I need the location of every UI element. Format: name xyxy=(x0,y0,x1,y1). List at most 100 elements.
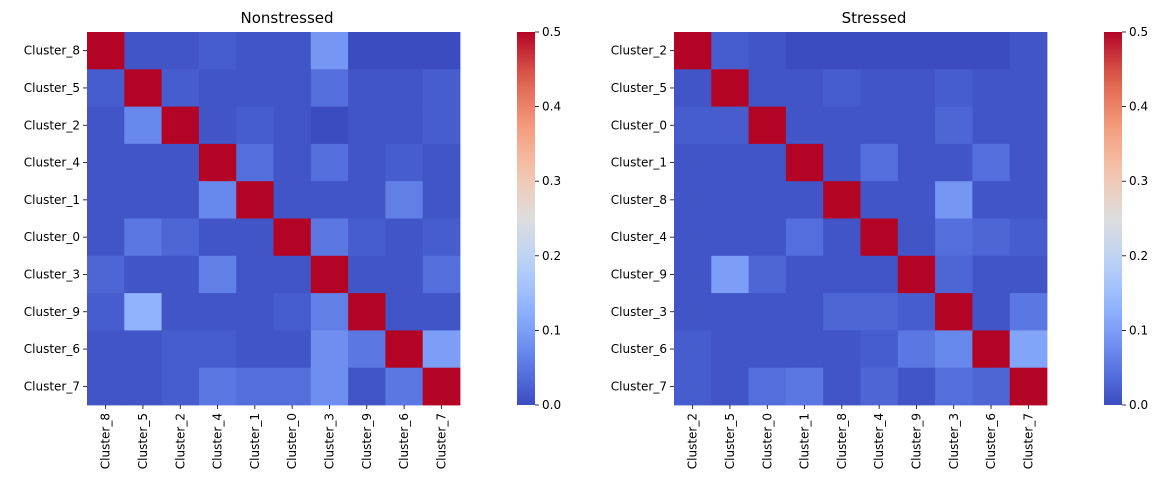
heatmap-cell xyxy=(785,367,824,406)
heatmap-cell xyxy=(972,218,1011,257)
heatmap-cell xyxy=(310,32,349,70)
heatmap-cell xyxy=(161,106,200,145)
heatmap-cell xyxy=(124,32,162,70)
heatmap-cell xyxy=(860,69,899,107)
y-tick-label: Cluster_3 xyxy=(611,305,667,319)
x-tick-label: Cluster_5 xyxy=(136,413,150,469)
colorbar-tick-label: 0.3 xyxy=(1129,174,1148,188)
y-tick-label: Cluster_7 xyxy=(611,379,667,393)
heatmap-cell xyxy=(348,69,386,107)
heatmap-cell xyxy=(897,32,936,70)
heatmap-cell xyxy=(860,330,899,369)
heatmap-cell xyxy=(273,330,312,369)
heatmap-cell xyxy=(1009,143,1048,182)
x-tick-label: Cluster_9 xyxy=(360,413,374,469)
heatmap-cell xyxy=(310,69,349,107)
heatmap-cell xyxy=(348,293,386,331)
heatmap-cell xyxy=(161,32,200,70)
colorbar-tick-label: 0.5 xyxy=(542,25,561,39)
heatmap-cell xyxy=(422,32,461,70)
y-tick-label: Cluster_8 xyxy=(24,44,80,58)
heatmap-cell xyxy=(748,106,787,145)
heatmap-cell xyxy=(236,367,274,406)
heatmap-cell xyxy=(897,293,936,331)
heatmap-cell xyxy=(711,69,749,107)
heatmap-cell xyxy=(785,218,824,257)
heatmap-cell xyxy=(422,367,461,406)
x-tick-label: Cluster_7 xyxy=(434,413,448,469)
y-tick-label: Cluster_3 xyxy=(24,267,80,281)
x-tick-label: Cluster_2 xyxy=(686,413,700,469)
x-tick-label: Cluster_8 xyxy=(99,413,113,469)
heatmap-cell xyxy=(972,367,1011,406)
y-tick-label: Cluster_9 xyxy=(24,305,80,319)
heatmap-cell xyxy=(785,181,824,219)
heatmap-cell xyxy=(236,69,274,107)
heatmap-cell xyxy=(124,330,162,369)
heatmap-cell xyxy=(87,69,125,107)
heatmap-cell xyxy=(198,218,237,257)
heatmap-cell xyxy=(1009,330,1048,369)
heatmap-cell xyxy=(897,218,936,257)
heatmap-cell xyxy=(674,181,712,219)
colorbar-tick-label: 0.4 xyxy=(542,100,561,114)
heatmap-cell xyxy=(972,69,1011,107)
heatmap-cell xyxy=(674,69,712,107)
heatmap-cell xyxy=(385,181,424,219)
y-tick-label: Cluster_2 xyxy=(24,118,80,132)
heatmap-cell xyxy=(860,32,899,70)
x-tick-label: Cluster_0 xyxy=(285,413,299,469)
heatmap-cell xyxy=(310,293,349,331)
heatmap-cell xyxy=(935,218,973,257)
heatmap-cell xyxy=(161,293,200,331)
heatmap-cell xyxy=(1009,218,1048,257)
heatmap-cell xyxy=(860,255,899,294)
heatmap-panel-stressed: Stressed Cluster_2 Cluster_5 Cluster_0 Clus… xyxy=(611,9,1148,469)
heatmap-cell xyxy=(385,367,424,406)
heatmap-cell xyxy=(385,69,424,107)
heatmap-cell xyxy=(674,106,712,145)
x-tick-label: Cluster_1 xyxy=(248,413,262,469)
heatmap-cell xyxy=(236,106,274,145)
heatmap-cell xyxy=(348,181,386,219)
heatmap-cell xyxy=(972,293,1011,331)
heatmap-cell xyxy=(935,330,973,369)
heatmap-cell xyxy=(823,32,861,70)
y-tick-label: Cluster_5 xyxy=(611,81,667,95)
heatmap-cell xyxy=(711,181,749,219)
heatmap-cell xyxy=(236,143,274,182)
colorbar-tick-label: 0.1 xyxy=(542,323,561,337)
heatmap-cell xyxy=(674,218,712,257)
colorbar-tick-label: 0.2 xyxy=(542,249,561,263)
heatmap-cell xyxy=(748,32,787,70)
heatmap-cell xyxy=(785,32,824,70)
heatmap-cell xyxy=(198,181,237,219)
heatmap-cell xyxy=(823,330,861,369)
heatmap-cell xyxy=(385,330,424,369)
y-tick-label: Cluster_5 xyxy=(24,81,80,95)
x-tick-label: Cluster_1 xyxy=(798,413,812,469)
colorbar xyxy=(517,32,535,405)
heatmap-cell xyxy=(823,69,861,107)
heatmap-cell xyxy=(860,293,899,331)
heatmap-cell xyxy=(273,32,312,70)
heatmap-panel-nonstressed: Nonstressed Cluster_8 Cluster_5 Cluster_2 C… xyxy=(24,9,561,469)
heatmap-cell xyxy=(273,143,312,182)
heatmap-cell xyxy=(273,255,312,294)
heatmap-cell xyxy=(236,255,274,294)
heatmap-cell xyxy=(860,367,899,406)
heatmap-cell xyxy=(124,69,162,107)
heatmap-cell xyxy=(972,143,1011,182)
heatmap-cell xyxy=(711,32,749,70)
heatmap-cell xyxy=(711,106,749,145)
heatmap-cell xyxy=(422,218,461,257)
heatmap-cell xyxy=(422,143,461,182)
heatmap-cell xyxy=(385,255,424,294)
heatmap-cell xyxy=(348,330,386,369)
y-tick-label: Cluster_2 xyxy=(611,44,667,58)
heatmap-cell xyxy=(273,367,312,406)
chart-title: Stressed xyxy=(842,9,907,27)
y-tick-label: Cluster_9 xyxy=(611,267,667,281)
heatmap-cell xyxy=(310,106,349,145)
heatmap-cell xyxy=(87,181,125,219)
